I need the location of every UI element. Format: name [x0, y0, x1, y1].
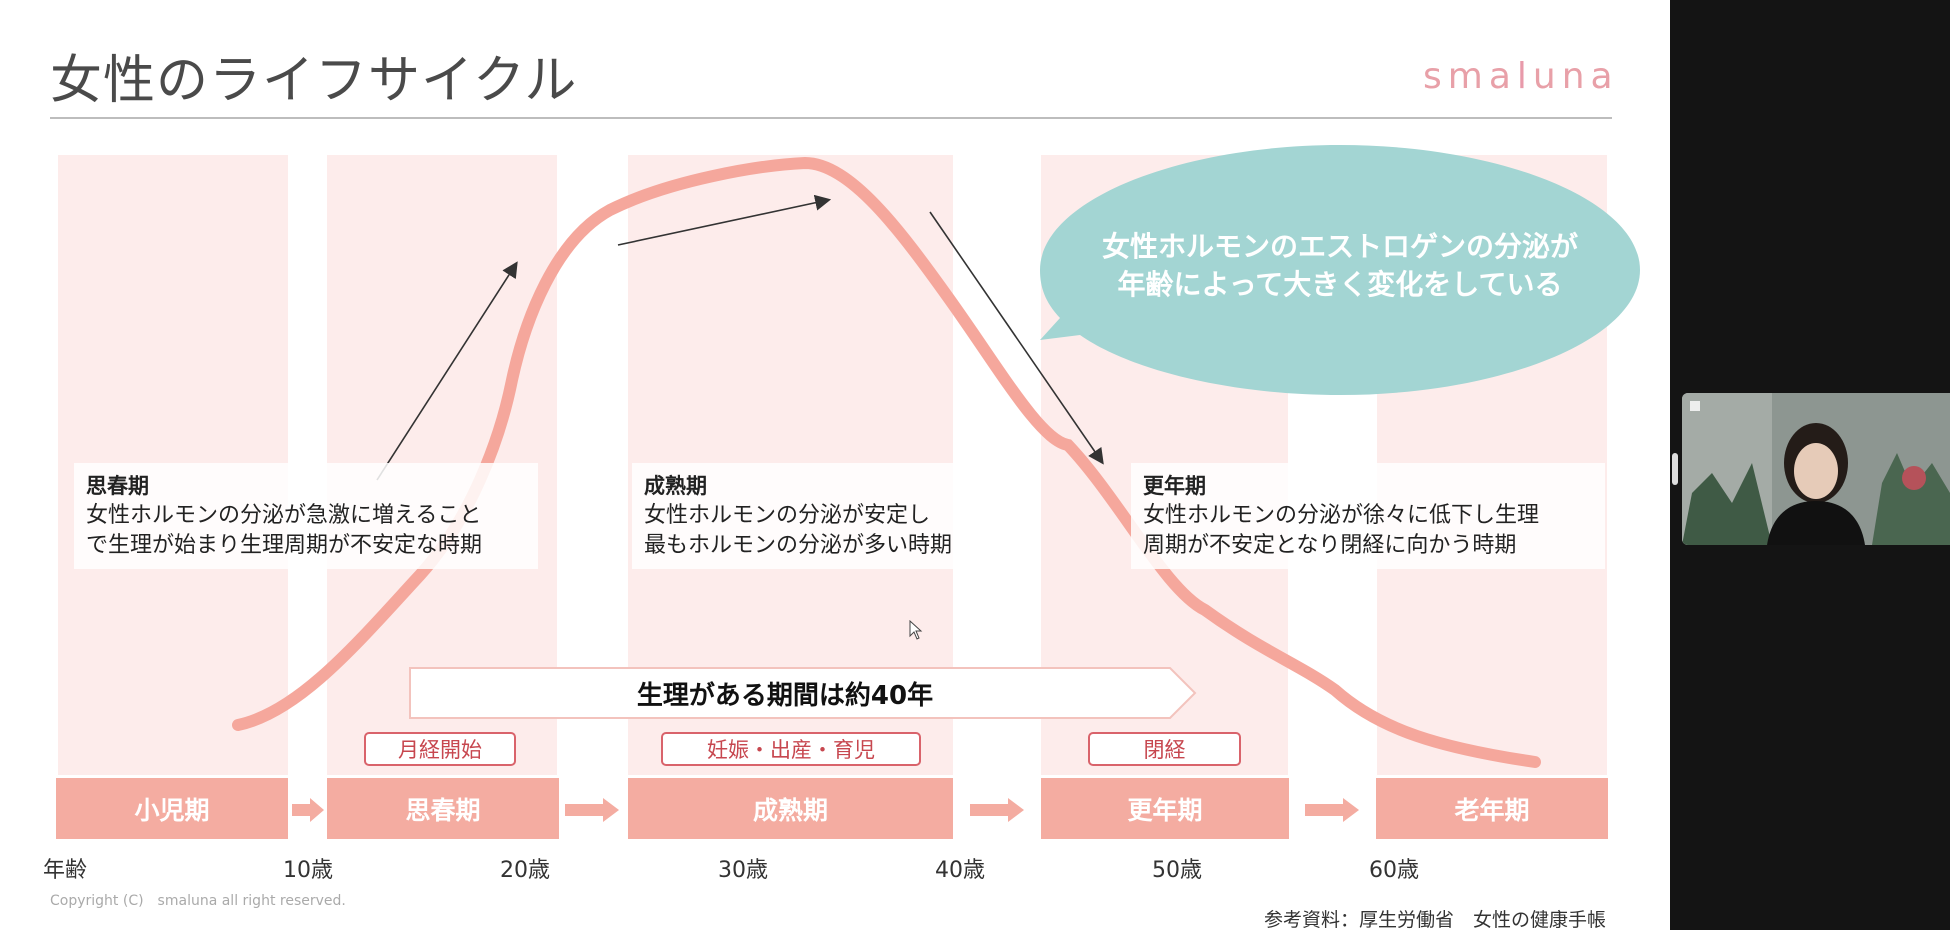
stage-bar-childhood: 小児期	[56, 778, 288, 839]
stage-bar-puberty: 思春期	[327, 778, 559, 839]
plateau-arrow	[617, 194, 832, 246]
rising-arrow	[376, 261, 518, 481]
mouse-cursor-icon	[909, 620, 923, 640]
age-label: 年齢	[43, 858, 88, 883]
info-line: 最もホルモンの分泌が多い時期	[644, 533, 953, 558]
speech-bubble	[1040, 145, 1640, 395]
panel-resize-handle[interactable]	[1672, 453, 1678, 485]
period-banner-text: 生理がある期間は約40年	[636, 680, 934, 711]
info-line: 女性ホルモンの分泌が徐々に低下し生理	[1143, 503, 1540, 528]
info-line: 周期が不安定となり閉経に向かう時期	[1143, 533, 1517, 558]
event-tag-menarche: 月経開始	[364, 732, 516, 766]
arrow-right-icon	[565, 798, 619, 822]
arrow-right-icon	[970, 798, 1024, 822]
age-label: 50歳	[1152, 858, 1202, 883]
info-line: 女性ホルモンの分泌が安定し	[644, 503, 931, 528]
age-label: 60歳	[1369, 858, 1419, 883]
age-label: 40歳	[935, 858, 985, 883]
info-box-maturity: 成熟期 女性ホルモンの分泌が安定し 最もホルモンの分泌が多い時期	[632, 463, 976, 569]
info-line: で生理が始まり生理周期が不安定な時期	[86, 533, 483, 558]
presenter-video-icon	[1682, 393, 1950, 545]
stage-bar-senescence: 老年期	[1376, 778, 1608, 839]
info-line: 女性ホルモンの分泌が急激に増えること	[86, 503, 482, 528]
period-banner-arrow	[409, 667, 1197, 719]
info-box-puberty: 思春期 女性ホルモンの分泌が急激に増えること で生理が始まり生理周期が不安定な時…	[74, 463, 538, 569]
info-heading: 成熟期	[644, 474, 707, 498]
event-tag-menopause: 閉経	[1088, 732, 1241, 766]
webcam-thumbnail[interactable]	[1682, 393, 1950, 545]
info-heading: 更年期	[1143, 474, 1206, 498]
arrow-right-icon	[292, 798, 324, 822]
arrow-right-icon	[1305, 798, 1359, 822]
slide: 女性のライフサイクル smaluna 女性ホルモンのエストロゲンの分泌が 年齢に…	[0, 0, 1670, 930]
info-box-menopause: 更年期 女性ホルモンの分泌が徐々に低下し生理 周期が不安定となり閉経に向かう時期	[1131, 463, 1605, 569]
page-title: 女性のライフサイクル	[50, 51, 578, 111]
bubble-text: 女性ホルモンのエストロゲンの分泌が 年齢によって大きく変化をしている	[1040, 228, 1640, 304]
bubble-line-1: 女性ホルモンのエストロゲンの分泌が	[1101, 230, 1578, 263]
age-label: 10歳	[283, 858, 333, 883]
age-label: 30歳	[718, 858, 768, 883]
title-divider	[50, 117, 1612, 119]
smaluna-logo: smaluna	[1423, 56, 1619, 97]
event-tag-pregnancy: 妊娠・出産・育児	[661, 732, 921, 766]
age-label: 20歳	[500, 858, 550, 883]
bubble-line-2: 年齢によって大きく変化をしている	[1117, 268, 1563, 301]
falling-arrow	[929, 211, 1104, 465]
info-heading: 思春期	[86, 474, 149, 498]
copyright-text: Copyright (C) smaluna all right reserved…	[50, 893, 346, 909]
stage-bar-maturity: 成熟期	[628, 778, 953, 839]
stage-bar-menopause: 更年期	[1041, 778, 1289, 839]
reference-text: 参考資料：厚生労働省 女性の健康手帳	[1264, 909, 1607, 930]
